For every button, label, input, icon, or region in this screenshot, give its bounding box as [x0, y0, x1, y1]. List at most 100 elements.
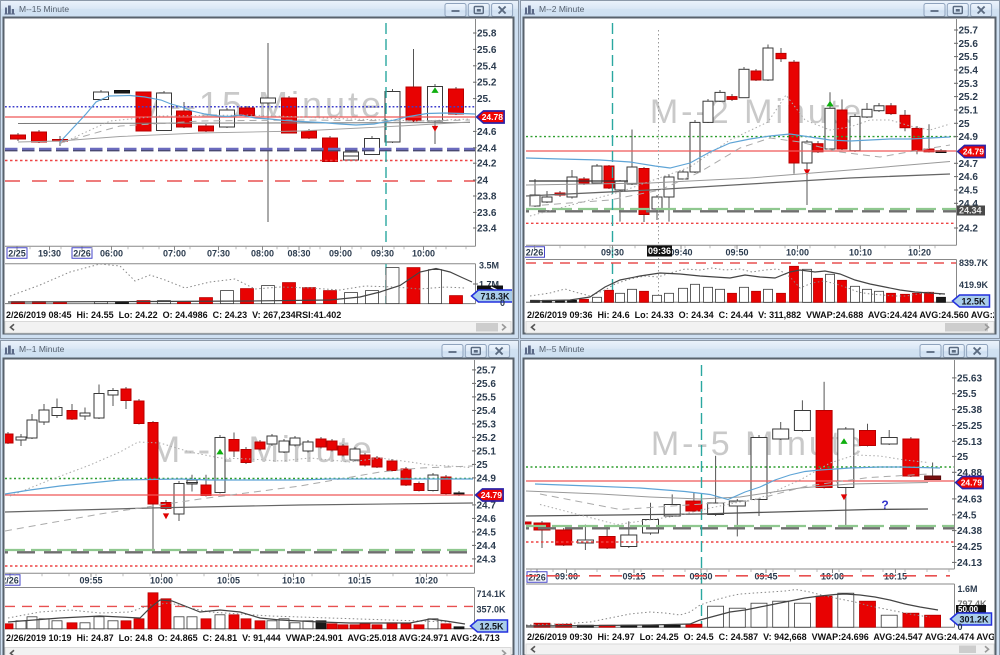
svg-text:24.79: 24.79 [961, 478, 983, 488]
svg-text:25.63: 25.63 [957, 373, 982, 384]
svg-text:25.25: 25.25 [957, 421, 982, 432]
svg-text:301.2K: 301.2K [960, 615, 990, 625]
svg-text:2/26/2019 08:45 Hi: 24.55 Lo: 2/26/2019 08:45 Hi: 24.55 Lo: 24.22 O: 2… [6, 310, 341, 320]
svg-text:24.5: 24.5 [477, 527, 497, 538]
svg-text:24.78: 24.78 [482, 112, 504, 122]
svg-text:07:00: 07:00 [163, 249, 186, 259]
svg-text:25: 25 [957, 452, 969, 463]
svg-text:09:30: 09:30 [601, 248, 624, 258]
svg-text:25.4: 25.4 [477, 61, 497, 72]
svg-text:0: 0 [500, 298, 505, 308]
svg-text:09:30: 09:30 [371, 249, 394, 259]
svg-text:2/26: 2/26 [1, 576, 19, 586]
svg-text:24.25: 24.25 [957, 542, 982, 553]
svg-text:25.6: 25.6 [477, 379, 497, 390]
svg-text:19:30: 19:30 [38, 249, 61, 259]
svg-text:24.4: 24.4 [959, 199, 979, 210]
svg-text:797.4K: 797.4K [958, 599, 988, 609]
svg-text:25.8: 25.8 [477, 29, 497, 40]
svg-text:09:50: 09:50 [725, 248, 748, 258]
svg-text:25.5: 25.5 [959, 52, 979, 63]
svg-text:10:00: 10:00 [821, 572, 844, 582]
svg-text:24.5: 24.5 [959, 186, 979, 197]
svg-text:06:00: 06:00 [100, 249, 123, 259]
svg-text:2/26/2019 09:30 Hi: 24.97 Lo: 2/26/2019 09:30 Hi: 24.97 Lo: 24.25 O: 2… [527, 632, 995, 642]
svg-text:24.88: 24.88 [957, 468, 982, 479]
svg-text:25.5: 25.5 [957, 389, 977, 400]
svg-text:10:05: 10:05 [217, 576, 240, 586]
svg-text:24.3: 24.3 [477, 554, 497, 565]
svg-text:10:00: 10:00 [786, 248, 809, 258]
svg-text:10:15: 10:15 [348, 576, 371, 586]
svg-text:M--2 Minute: M--2 Minute [539, 4, 585, 14]
svg-text:25.6: 25.6 [477, 45, 497, 56]
svg-text:25.: 25. [477, 94, 491, 105]
svg-text:23.4: 23.4 [477, 224, 497, 235]
svg-text:09:55: 09:55 [79, 576, 102, 586]
svg-text:357.0K: 357.0K [477, 605, 507, 615]
svg-text:25.2: 25.2 [959, 92, 979, 103]
svg-text:10:20: 10:20 [415, 576, 438, 586]
svg-text:24.5: 24.5 [957, 510, 977, 521]
svg-text:10:10: 10:10 [849, 248, 872, 258]
svg-text:24.2: 24.2 [477, 159, 497, 170]
svg-text:24.4: 24.4 [477, 143, 497, 154]
svg-text:24.79: 24.79 [963, 147, 985, 157]
svg-text:24.13: 24.13 [957, 558, 982, 569]
svg-text:23.8: 23.8 [477, 192, 497, 203]
svg-text:24.6: 24.6 [959, 172, 979, 183]
svg-text:24.9: 24.9 [959, 132, 979, 143]
svg-text:2/25: 2/25 [8, 249, 26, 259]
svg-text:M--15 Minute: M--15 Minute [19, 4, 69, 14]
svg-text:25.1: 25.1 [477, 446, 497, 457]
svg-text:25.5: 25.5 [477, 392, 497, 403]
svg-text:24: 24 [477, 176, 489, 187]
svg-text:12.5K: 12.5K [962, 297, 987, 307]
svg-text:419.9K: 419.9K [959, 280, 989, 290]
svg-text:50.00: 50.00 [958, 605, 979, 614]
svg-text:2/26/2019 10:19 Hi: 24.87 Lo: 2/26/2019 10:19 Hi: 24.87 Lo: 24.8 O: 24… [6, 633, 500, 643]
svg-text:0: 0 [958, 622, 963, 632]
svg-text:718.3K: 718.3K [481, 292, 511, 302]
svg-text:2/26: 2/26 [73, 249, 91, 259]
svg-text:25.4: 25.4 [477, 406, 497, 417]
svg-text:839.7K: 839.7K [959, 258, 989, 268]
svg-text:25.2: 25.2 [477, 78, 497, 89]
svg-text:10:00: 10:00 [150, 576, 173, 586]
svg-text:25.6: 25.6 [959, 39, 979, 50]
svg-text:M--5 Minute: M--5 Minute [539, 344, 585, 354]
svg-text:25.3: 25.3 [959, 79, 979, 90]
svg-text:?: ? [881, 498, 888, 512]
svg-text:24.34: 24.34 [959, 206, 982, 216]
svg-text:24.7: 24.7 [477, 500, 497, 511]
svg-text:24.2: 24.2 [959, 224, 979, 235]
svg-text:714.1K: 714.1K [477, 589, 507, 599]
svg-text:24.4: 24.4 [477, 541, 497, 552]
svg-text:24.79: 24.79 [481, 490, 503, 500]
svg-text:24.38: 24.38 [957, 526, 982, 537]
svg-text:24.6: 24.6 [477, 127, 497, 138]
svg-text:25.7: 25.7 [959, 26, 979, 37]
svg-text:08:00: 08:00 [251, 249, 274, 259]
svg-text:09:00: 09:00 [555, 572, 578, 582]
svg-text:2/26: 2/26 [526, 248, 544, 258]
svg-text:1.6M: 1.6M [958, 584, 978, 594]
svg-text:3.5M: 3.5M [479, 261, 499, 271]
svg-text:08:30: 08:30 [287, 249, 310, 259]
svg-text:24.9: 24.9 [477, 473, 497, 484]
svg-text:10:15: 10:15 [884, 572, 907, 582]
svg-text:12.5K: 12.5K [480, 622, 505, 632]
svg-text:25.2: 25.2 [477, 433, 497, 444]
svg-text:25.1: 25.1 [959, 106, 979, 117]
svg-text:25.4: 25.4 [959, 66, 979, 77]
svg-text:07:30: 07:30 [207, 249, 230, 259]
svg-text:25.38: 25.38 [957, 405, 982, 416]
svg-text:09:40: 09:40 [669, 248, 692, 258]
svg-text:24.7: 24.7 [959, 159, 979, 170]
svg-text:09:00: 09:00 [329, 249, 352, 259]
svg-text:25: 25 [477, 460, 489, 471]
svg-text:2/26: 2/26 [528, 573, 546, 583]
svg-text:25.7: 25.7 [477, 365, 497, 376]
svg-text:10:10: 10:10 [282, 576, 305, 586]
svg-text:25.3: 25.3 [477, 419, 497, 430]
